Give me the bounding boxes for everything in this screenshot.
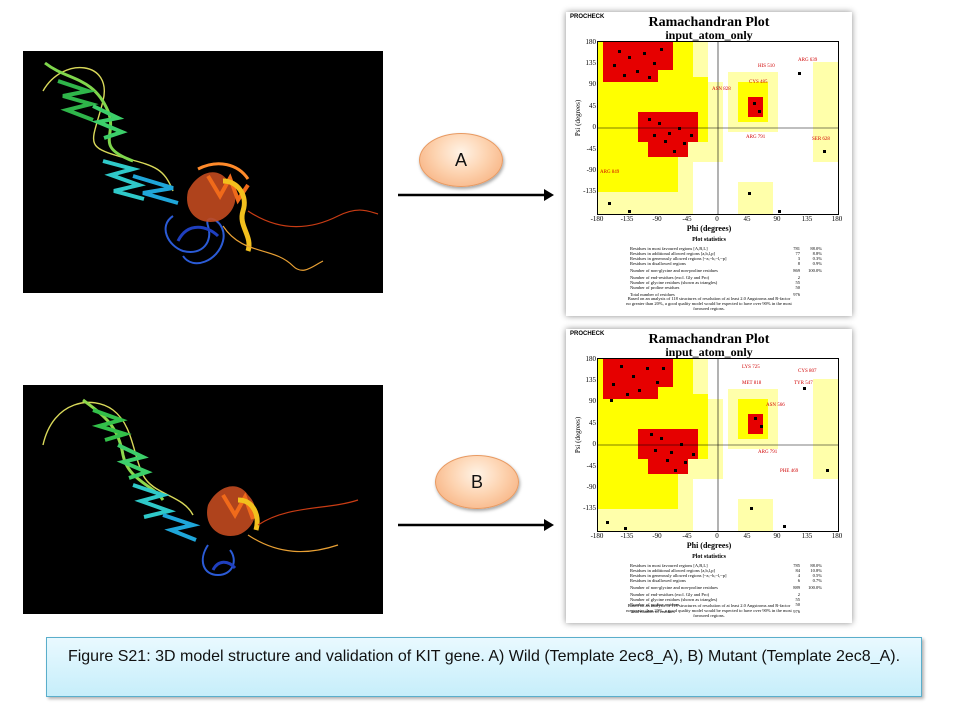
residue-label: HIS 510 bbox=[758, 64, 775, 69]
residue-label: ARG 639 bbox=[798, 58, 818, 63]
plot-statistics: Plot statistics Residues in most favoure… bbox=[566, 237, 852, 297]
stats-row: Residues in most favoured regions [A,B,L… bbox=[630, 563, 822, 568]
protein-ribbon-mutant bbox=[42, 398, 359, 577]
x-axis-label: Phi (degrees) bbox=[686, 541, 732, 550]
stats-row: Number of proline residues 50 bbox=[630, 602, 800, 607]
residue-label: SER 628 bbox=[812, 137, 830, 142]
stats-title: Plot statistics bbox=[692, 237, 726, 243]
protein-ribbon-wild bbox=[42, 61, 379, 271]
residue-label: ARG 849 bbox=[600, 170, 620, 175]
structure-image-wild bbox=[23, 51, 383, 293]
stats-row: Total number of residues 976 bbox=[630, 292, 800, 297]
residue-label: CYS 807 bbox=[798, 369, 817, 374]
ramachandran-plot-mutant: PROCHECK Ramachandran Plot input_atom_on… bbox=[566, 329, 852, 623]
plot-footnote: Based on an analysis of 118 structures o… bbox=[626, 603, 792, 618]
plot-footnote: Based on an analysis of 118 structures o… bbox=[626, 296, 792, 311]
residue-label: PHE 469 bbox=[780, 469, 799, 474]
figure-caption: Figure S21: 3D model structure and valid… bbox=[46, 637, 922, 697]
stats-row: Number of glycine residues (shown as tri… bbox=[630, 280, 800, 285]
x-tick: 45 bbox=[743, 532, 751, 540]
stats-row: Residues in additional allowed regions [… bbox=[630, 568, 822, 573]
panel-a-letter: A bbox=[454, 149, 467, 170]
x-tick: 90 bbox=[773, 215, 781, 223]
y-tick: 90 bbox=[589, 397, 596, 405]
x-tick: -45 bbox=[682, 215, 692, 223]
x-tick: 180 bbox=[831, 532, 843, 540]
ramachandran-plot-wild: PROCHECK Ramachandran Plot input_atom_on… bbox=[566, 12, 852, 316]
panel-b-letter: B bbox=[470, 471, 483, 492]
stats-row: Residues in generously allowed regions [… bbox=[630, 256, 822, 261]
residue-label: ASN 566 bbox=[766, 403, 785, 408]
residue-label: LYS 725 bbox=[742, 365, 760, 370]
plot-area bbox=[597, 41, 839, 215]
plot-title: Ramachandran Plot bbox=[648, 15, 770, 30]
y-tick: -135 bbox=[583, 504, 596, 512]
plot-title: Ramachandran Plot bbox=[648, 332, 770, 347]
x-tick: 45 bbox=[743, 215, 751, 223]
x-tick: 0 bbox=[715, 532, 719, 540]
residue-label: CYS 485 bbox=[749, 80, 768, 85]
y-tick: -45 bbox=[586, 145, 596, 153]
y-tick: 180 bbox=[585, 355, 597, 363]
plot-subtitle: input_atom_only bbox=[665, 345, 753, 359]
arrow-a bbox=[398, 189, 554, 201]
stats-row: Number of proline residues 50 bbox=[630, 285, 800, 290]
stats-row: Residues in additional allowed regions [… bbox=[630, 251, 822, 256]
x-tick: -135 bbox=[620, 215, 634, 223]
x-tick: -45 bbox=[682, 532, 692, 540]
x-tick: -180 bbox=[590, 215, 604, 223]
residue-label: ARG 791 bbox=[746, 135, 766, 140]
x-tick: -135 bbox=[620, 532, 634, 540]
plot-area bbox=[597, 358, 839, 532]
residue-label: ASN 828 bbox=[712, 87, 731, 92]
y-tick: -90 bbox=[586, 166, 596, 174]
x-tick: -90 bbox=[652, 532, 662, 540]
y-tick: 90 bbox=[589, 80, 596, 88]
panel-a-label: A bbox=[419, 133, 503, 187]
y-tick: 45 bbox=[589, 102, 596, 110]
stats-title: Plot statistics bbox=[692, 554, 726, 560]
x-tick: -180 bbox=[590, 532, 604, 540]
y-tick: -45 bbox=[586, 462, 596, 470]
x-tick: -90 bbox=[652, 215, 662, 223]
y-tick: 0 bbox=[592, 123, 597, 131]
y-tick: 135 bbox=[585, 59, 597, 67]
y-tick: 180 bbox=[585, 38, 597, 46]
residue-label: ARG 791 bbox=[758, 450, 778, 455]
plot-subtitle: input_atom_only bbox=[665, 28, 753, 42]
x-tick: 135 bbox=[801, 215, 813, 223]
x-axis-label: Phi (degrees) bbox=[686, 224, 732, 233]
stats-row: Number of glycine residues (shown as tri… bbox=[630, 597, 800, 602]
y-tick: -135 bbox=[583, 187, 596, 195]
stats-row: Number of end-residues (excl. Gly and Pr… bbox=[630, 592, 800, 597]
y-tick: -90 bbox=[586, 483, 596, 491]
y-tick: 135 bbox=[585, 376, 597, 384]
arrow-b bbox=[398, 519, 554, 531]
stats-row: Residues in disallowed regions 8 0.9% bbox=[630, 261, 822, 266]
procheck-label: PROCHECK bbox=[570, 14, 605, 20]
y-tick: 45 bbox=[589, 419, 596, 427]
residue-label: TYR 547 bbox=[794, 381, 813, 386]
x-tick: 90 bbox=[773, 532, 781, 540]
x-tick: 180 bbox=[831, 215, 843, 223]
stats-row: Residues in disallowed regions 6 0.7% bbox=[630, 578, 822, 583]
stats-row: Number of non-glycine and non-proline re… bbox=[630, 268, 822, 273]
residue-label: MET 818 bbox=[742, 381, 762, 386]
y-tick: 0 bbox=[592, 440, 597, 448]
plot-statistics: Plot statistics Residues in most favoure… bbox=[566, 554, 852, 614]
stats-row: Residues in generously allowed regions [… bbox=[630, 573, 822, 578]
x-tick: 135 bbox=[801, 532, 813, 540]
stats-row: Number of end-residues (excl. Gly and Pr… bbox=[630, 275, 800, 280]
panel-b-label: B bbox=[435, 455, 519, 509]
stats-row: Number of non-glycine and non-proline re… bbox=[630, 585, 822, 590]
stats-row: Residues in most favoured regions [A,B,L… bbox=[630, 246, 822, 251]
procheck-label: PROCHECK bbox=[570, 331, 605, 337]
structure-image-mutant bbox=[23, 385, 383, 614]
x-tick: 0 bbox=[715, 215, 719, 223]
stats-row: Total number of residues 976 bbox=[630, 609, 800, 614]
